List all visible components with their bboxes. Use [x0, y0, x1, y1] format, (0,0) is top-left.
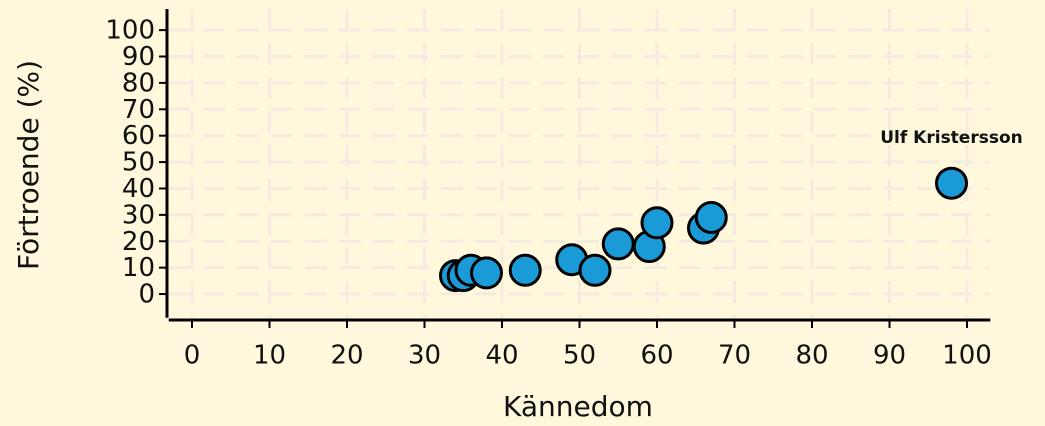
y-tick-label: 10 [122, 253, 155, 283]
x-axis-label: Kännedom [503, 390, 653, 423]
x-tick-label: 50 [563, 341, 596, 371]
y-tick-label: 60 [122, 121, 155, 151]
x-tick-label: 70 [718, 341, 751, 371]
point [694, 201, 728, 235]
y-axis-label: Förtroende (%) [12, 60, 45, 270]
point [935, 166, 968, 200]
point [470, 256, 503, 290]
x-tick-label: 90 [873, 341, 906, 371]
x-tick-label: 60 [640, 341, 673, 371]
y-tick-label: 70 [122, 95, 155, 125]
x-tick-label: 0 [184, 341, 201, 371]
point [578, 253, 612, 287]
y-tick-label: 80 [122, 68, 155, 98]
x-tick-label: 40 [485, 341, 518, 371]
y-tick-label: 90 [122, 42, 155, 72]
x-tick-label: 100 [942, 341, 992, 371]
y-tick-label: 40 [122, 174, 155, 204]
y-tick-label: 50 [122, 148, 155, 178]
y-tick-label: 100 [105, 16, 155, 46]
annotation: Ulf Kristersson [880, 128, 1023, 148]
y-tick-label: 0 [138, 280, 155, 310]
y-tick-label: 20 [122, 227, 155, 257]
point [508, 253, 542, 287]
y-tick-label: 30 [122, 200, 155, 230]
point [601, 227, 635, 261]
point [640, 206, 674, 240]
x-tick-label: 30 [408, 341, 441, 371]
x-tick-label: 20 [330, 341, 363, 371]
x-tick-label: 10 [253, 341, 286, 371]
x-tick-label: 80 [795, 341, 828, 371]
